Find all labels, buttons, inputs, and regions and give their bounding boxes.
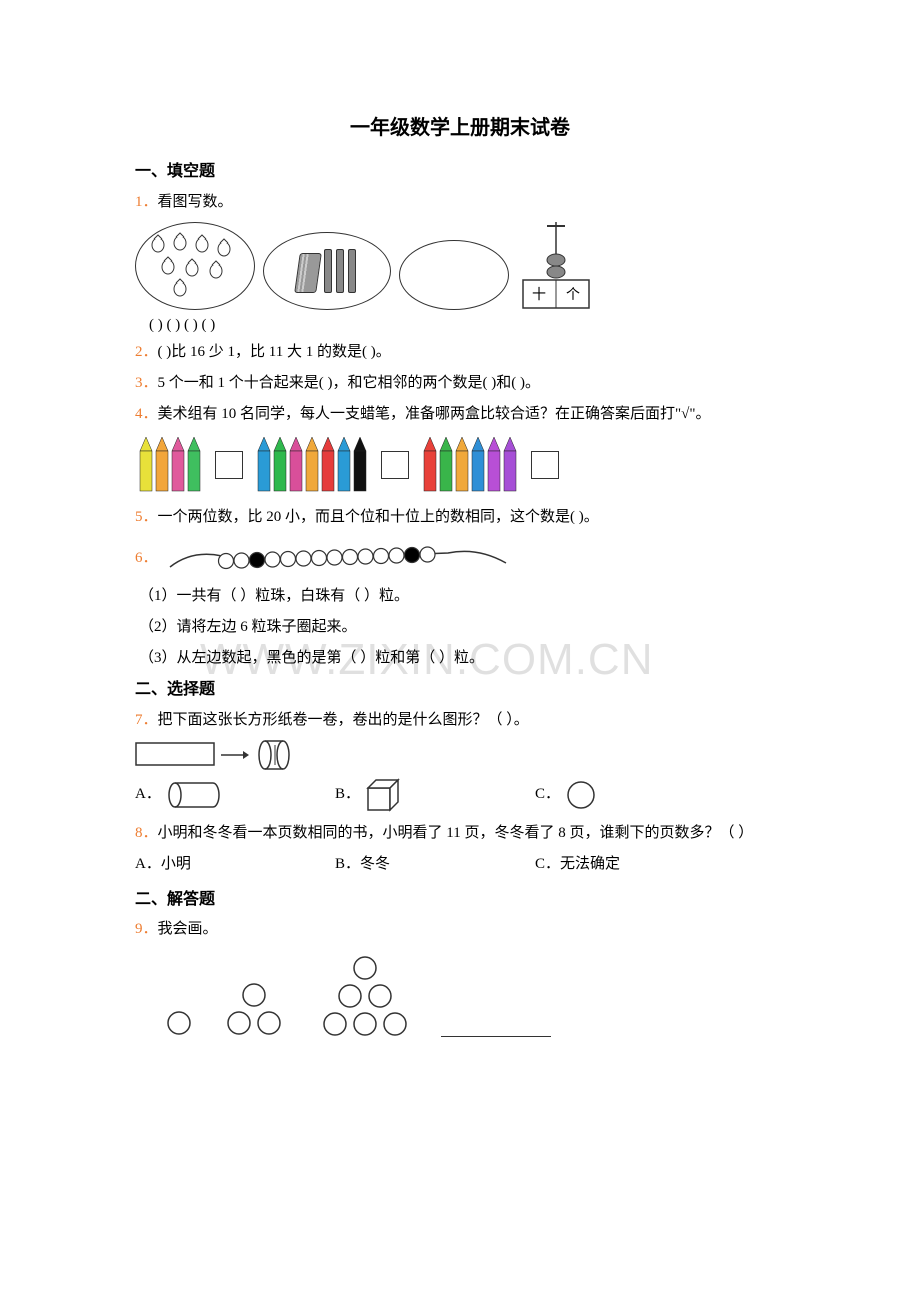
- q6-sub2: （2）请将左边 6 粒珠子圈起来。: [139, 614, 785, 641]
- cylinder-icon: [167, 781, 221, 809]
- checkbox-2[interactable]: [381, 451, 409, 479]
- q2-text: ( )比 16 少 1，比 11 大 1 的数是( )。: [158, 344, 391, 360]
- q1-blanks: ( ) ( ) ( ) ( ): [149, 312, 785, 339]
- section-choice: 二、选择题: [135, 676, 785, 705]
- q3-num: 3．: [135, 375, 158, 391]
- q1-text: 看图写数。: [158, 194, 233, 210]
- q9-text: 我会画。: [158, 921, 218, 937]
- section-answer: 二、解答题: [135, 886, 785, 915]
- q7-options: A． B． C．: [135, 778, 785, 812]
- crayon-box-1: [135, 434, 205, 496]
- strawberries-icon: [140, 227, 250, 305]
- pattern-2: [219, 981, 289, 1037]
- q8-num: 8．: [135, 825, 158, 841]
- crayon-box-3: [419, 434, 521, 496]
- q5-text: 一个两位数，比 20 小，而且个位和十位上的数相同，这个数是( )。: [158, 509, 599, 525]
- q2-num: 2．: [135, 344, 158, 360]
- q8-text: 小明和冬冬看一本页数相同的书，小明看了 11 页，冬冬看了 8 页，谁剩下的页数…: [158, 825, 754, 841]
- q7-opt-a[interactable]: A．: [135, 781, 335, 809]
- abacus-icon: 十 个: [521, 222, 591, 310]
- q8-options: A．小明 B．冬冬 C．无法确定: [135, 851, 785, 878]
- q7-opt-c[interactable]: C．: [535, 780, 596, 810]
- circle-icon: [566, 780, 596, 810]
- rolled-cylinder-icon: [255, 738, 295, 772]
- pattern-3: [315, 955, 415, 1037]
- q6-sub1: （1）一共有（ ）粒珠，白珠有（ ）粒。: [139, 583, 785, 610]
- q3: 3．5 个一和 1 个十合起来是( )，和它相邻的两个数是( )和( )。: [135, 370, 785, 397]
- q7: 7．把下面这张长方形纸卷一卷，卷出的是什么图形？（ ）。: [135, 707, 785, 734]
- q4-num: 4．: [135, 406, 158, 422]
- q5: 5．一个两位数，比 20 小，而且个位和十位上的数相同，这个数是( )。: [135, 504, 785, 531]
- opt-b-label: B．: [335, 781, 360, 808]
- stick-bundle: [294, 253, 322, 293]
- section-fill: 一、填空题: [135, 158, 785, 187]
- sticks-oval: [263, 232, 391, 310]
- page-title: 一年级数学上册期末试卷: [135, 110, 785, 146]
- q9-num: 9．: [135, 921, 158, 937]
- q4: 4．美术组有 10 名同学，每人一支蜡笔，准备哪两盒比较合适？在正确答案后面打"…: [135, 401, 785, 428]
- q8: 8．小明和冬冬看一本页数相同的书，小明看了 11 页，冬冬看了 8 页，谁剩下的…: [135, 820, 785, 847]
- q6: 6．: [135, 535, 785, 583]
- stick: [348, 249, 356, 293]
- q5-num: 5．: [135, 509, 158, 525]
- q1-figures: 十 个: [135, 222, 785, 310]
- cube-icon: [366, 778, 404, 812]
- q9: 9．我会画。: [135, 916, 785, 943]
- checkbox-1[interactable]: [215, 451, 243, 479]
- arrow-icon: [221, 748, 249, 762]
- crayon-boxes: [135, 434, 785, 496]
- q6-num: 6．: [135, 545, 158, 572]
- bead-string-icon: [168, 537, 508, 577]
- abacus: 十 个: [517, 222, 595, 310]
- q8-opt-b[interactable]: B．冬冬: [335, 851, 535, 878]
- q9-blank[interactable]: [441, 1023, 551, 1037]
- q4-text: 美术组有 10 名同学，每人一支蜡笔，准备哪两盒比较合适？在正确答案后面打"√"…: [158, 406, 711, 422]
- stick: [324, 249, 332, 293]
- q2: 2．( )比 16 少 1，比 11 大 1 的数是( )。: [135, 339, 785, 366]
- opt-a-label: A．: [135, 781, 161, 808]
- q3-text: 5 个一和 1 个十合起来是( )，和它相邻的两个数是( )和( )。: [158, 375, 540, 391]
- crayon-box-2: [253, 434, 371, 496]
- q9-figures: [165, 955, 785, 1037]
- stick: [336, 249, 344, 293]
- rectangle-icon: [135, 742, 215, 768]
- q1: 1．看图写数。: [135, 189, 785, 216]
- empty-oval: [399, 240, 509, 310]
- q8-opt-c[interactable]: C．无法确定: [535, 851, 620, 878]
- q1-num: 1．: [135, 194, 158, 210]
- opt-c-label: C．: [535, 781, 560, 808]
- ones-label: 个: [566, 287, 580, 303]
- pattern-1: [165, 1009, 193, 1037]
- strawberry-oval: [135, 222, 255, 310]
- q6-sub3: （3）从左边数起，黑色的是第（ ）粒和第（ ）粒。: [139, 645, 785, 672]
- checkbox-3[interactable]: [531, 451, 559, 479]
- q7-num: 7．: [135, 712, 158, 728]
- q7-text: 把下面这张长方形纸卷一卷，卷出的是什么图形？（ ）。: [158, 712, 529, 728]
- tens-label: 十: [532, 287, 546, 303]
- q7-diagram: [135, 738, 785, 772]
- q7-opt-b[interactable]: B．: [335, 778, 535, 812]
- q8-opt-a[interactable]: A．小明: [135, 851, 335, 878]
